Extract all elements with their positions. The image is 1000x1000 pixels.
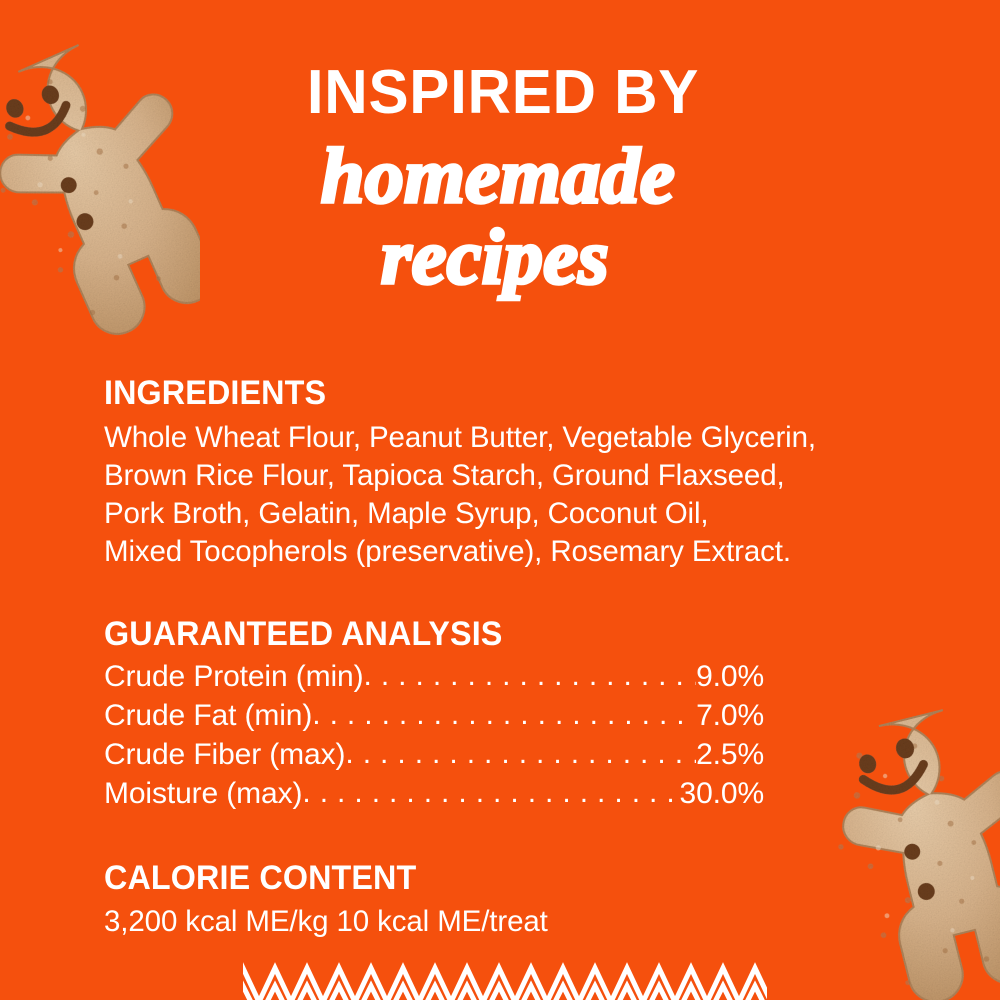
guaranteed-analysis-heading: GUARANTEED ANALYSIS xyxy=(104,614,503,653)
analysis-row: Moisture (max) .........................… xyxy=(104,774,764,813)
guaranteed-analysis-rows: Crude Protein (min) ....................… xyxy=(104,657,904,814)
headline-homemade: homemade xyxy=(319,132,676,219)
analysis-row: Crude Fat (min) ........................… xyxy=(104,696,764,735)
cookie-smile xyxy=(5,100,71,137)
analysis-row: Crude Protein (min) ....................… xyxy=(104,657,764,696)
gingerbread-man-cookie-top-left xyxy=(0,44,215,350)
analysis-label: Crude Fat (min) xyxy=(104,698,313,732)
cookie-button-2 xyxy=(76,213,94,231)
headline-recipes: recipes xyxy=(379,213,610,301)
calorie-content-section: CALORIE CONTENT 3,200 kcal ME/kg 10 kcal… xyxy=(104,859,904,941)
label-content-column: INGREDIENTS Whole Wheat Flour, Peanut Bu… xyxy=(104,374,904,941)
analysis-dot-leader: ........................................… xyxy=(345,737,697,771)
analysis-dot-leader: ........................................… xyxy=(363,658,697,692)
cookie-eye-left xyxy=(6,99,24,118)
zigzag-chevron-border xyxy=(225,956,773,1000)
analysis-label: Crude Fiber (max) xyxy=(104,738,346,772)
analysis-row: Crude Fiber (max) ......................… xyxy=(104,735,764,774)
ingredients-line: Brown Rice Flour, Tapioca Starch, Ground… xyxy=(104,458,785,492)
cookie-eye-right xyxy=(41,85,60,105)
analysis-value: 9.0% xyxy=(696,659,764,693)
cookie-button-1 xyxy=(904,843,921,860)
headline-block: INSPIRED BY homemade recipes xyxy=(0,58,1000,301)
ingredients-list: Whole Wheat Flour, Peanut Butter, Vegeta… xyxy=(104,419,904,571)
ingredients-section: INGREDIENTS Whole Wheat Flour, Peanut Bu… xyxy=(104,374,904,571)
guaranteed-analysis-section: GUARANTEED ANALYSIS Crude Protein (min) … xyxy=(104,615,904,814)
ingredients-heading: INGREDIENTS xyxy=(104,374,327,412)
cookie-button-1 xyxy=(60,177,77,194)
headline-inspired-by: INSPIRED BY xyxy=(306,58,700,127)
analysis-value: 2.5% xyxy=(696,738,764,772)
ingredients-line: Pork Broth, Gelatin, Maple Syrup, Coconu… xyxy=(104,496,709,530)
analysis-dot-leader: ........................................… xyxy=(302,776,679,810)
analysis-value: 30.0% xyxy=(679,777,765,811)
cookie-button-2 xyxy=(917,883,935,901)
ingredients-line: Whole Wheat Flour, Peanut Butter, Vegeta… xyxy=(104,421,816,455)
analysis-value: 7.0% xyxy=(696,698,764,732)
calorie-content-line: 3,200 kcal ME/kg 10 kcal ME/treat xyxy=(104,905,548,939)
analysis-label: Crude Protein (min) xyxy=(104,659,364,693)
analysis-dot-leader: ........................................… xyxy=(312,697,696,731)
ingredients-line: Mixed Tocopherols (preservative), Rosema… xyxy=(104,534,791,568)
analysis-label: Moisture (max) xyxy=(104,777,303,811)
calorie-content-heading: CALORIE CONTENT xyxy=(104,859,417,898)
